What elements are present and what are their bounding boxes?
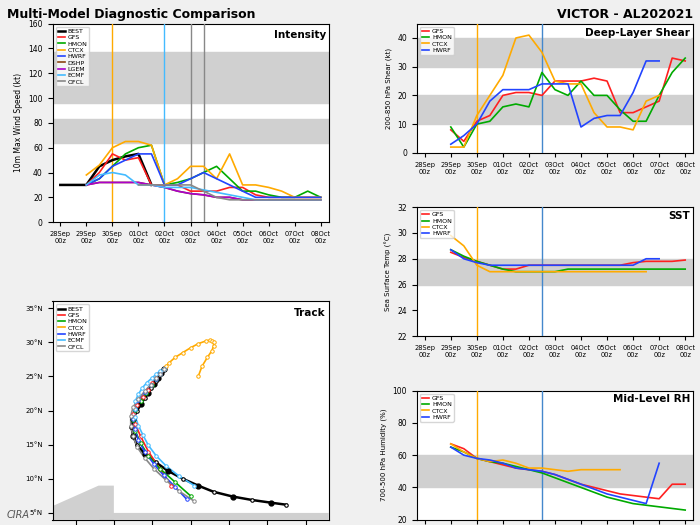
- Text: Multi-Model Diagnostic Comparison: Multi-Model Diagnostic Comparison: [7, 8, 256, 21]
- Text: VICTOR - AL202021: VICTOR - AL202021: [557, 8, 693, 21]
- Y-axis label: Sea Surface Temp (°C): Sea Surface Temp (°C): [385, 233, 392, 311]
- Bar: [417, 259, 693, 285]
- Polygon shape: [52, 486, 114, 520]
- Bar: [417, 455, 693, 487]
- Legend: GFS, HMON, CTCX, HWRF: GFS, HMON, CTCX, HWRF: [420, 27, 454, 55]
- Bar: [417, 96, 693, 124]
- Bar: [52, 119, 328, 143]
- Y-axis label: 700-500 hPa Humidity (%): 700-500 hPa Humidity (%): [381, 409, 387, 501]
- Legend: GFS, HMON, CTCX, HWRF: GFS, HMON, CTCX, HWRF: [420, 394, 454, 422]
- Y-axis label: 10m Max Wind Speed (kt): 10m Max Wind Speed (kt): [14, 74, 22, 172]
- Text: CIRA: CIRA: [7, 510, 30, 520]
- Bar: [417, 38, 693, 67]
- Text: Intensity: Intensity: [274, 29, 326, 39]
- Text: Mid-Level RH: Mid-Level RH: [613, 394, 690, 404]
- Legend: GFS, HMON, CTCX, HWRF: GFS, HMON, CTCX, HWRF: [420, 210, 454, 238]
- Y-axis label: 200-850 hPa Shear (kt): 200-850 hPa Shear (kt): [386, 48, 392, 129]
- Text: SST: SST: [668, 211, 690, 221]
- Legend: BEST, GFS, HMON, CTCX, HWRF, ECMF, OFCL: BEST, GFS, HMON, CTCX, HWRF, ECMF, OFCL: [55, 304, 90, 352]
- Bar: [52, 52, 328, 103]
- Text: Track: Track: [294, 308, 326, 318]
- Text: Deep-Layer Shear: Deep-Layer Shear: [585, 27, 690, 37]
- Polygon shape: [52, 513, 328, 520]
- Legend: BEST, GFS, HMON, CTCX, HWRF, DSHP, LGEM, ECMF, OFCL: BEST, GFS, HMON, CTCX, HWRF, DSHP, LGEM,…: [55, 27, 90, 87]
